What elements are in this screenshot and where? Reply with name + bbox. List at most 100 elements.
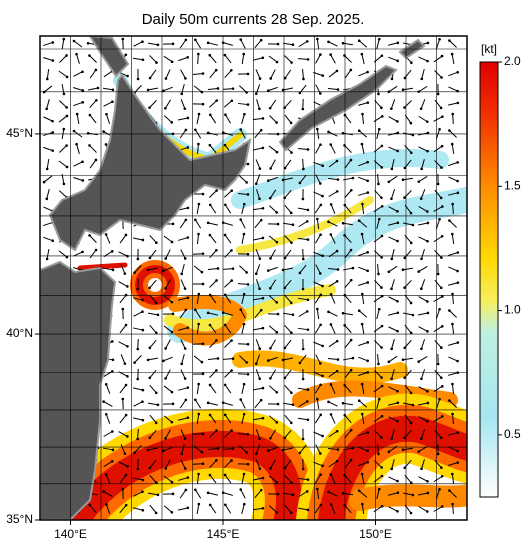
- arrow-head: [440, 346, 443, 349]
- arrow-head: [361, 203, 364, 206]
- arrow-head: [126, 375, 129, 378]
- arrow: [193, 254, 203, 255]
- arrow-head: [275, 121, 278, 124]
- arrow-head: [142, 389, 145, 392]
- arrow-head: [361, 233, 364, 236]
- arrow-head: [441, 415, 444, 418]
- arrow-head: [224, 324, 227, 327]
- arrow-head: [380, 166, 383, 169]
- arrow-head: [267, 449, 270, 452]
- arrow-head: [185, 219, 188, 222]
- arrow-head: [207, 492, 210, 495]
- arrow-head: [230, 429, 233, 432]
- colorbar-label: 1.0: [504, 303, 521, 317]
- arrow-head: [440, 256, 443, 259]
- arrow-head: [186, 146, 189, 149]
- arrow-head: [187, 507, 190, 510]
- arrow-head: [232, 447, 235, 450]
- arrow-head: [403, 436, 406, 439]
- arrow-head: [426, 120, 429, 123]
- arrow-head: [258, 467, 261, 470]
- arrow-head: [208, 54, 211, 57]
- arrow-head: [88, 144, 91, 147]
- arrow-head: [426, 330, 429, 333]
- arrow-head: [230, 279, 233, 282]
- arrow: [223, 269, 233, 270]
- arrow-head: [88, 234, 91, 237]
- arrow-head: [121, 488, 124, 491]
- arrow-head: [215, 189, 218, 192]
- arrow-head: [451, 503, 454, 506]
- arrow-head: [426, 480, 429, 483]
- arrow-head: [260, 219, 263, 222]
- arrow-head: [319, 272, 322, 275]
- arrow-head: [420, 467, 423, 470]
- arrow-head: [197, 383, 200, 386]
- arrow-head: [330, 473, 333, 476]
- arrow-head: [209, 114, 212, 117]
- arrow-head: [397, 491, 400, 494]
- arrow-head: [259, 167, 262, 170]
- arrow-head: [448, 129, 451, 132]
- arrow-head: [440, 376, 443, 379]
- arrow-head: [390, 107, 393, 110]
- arrow-head: [321, 195, 324, 198]
- arrow-head: [243, 413, 246, 416]
- arrow-head: [380, 466, 383, 469]
- arrow-head: [171, 241, 174, 244]
- lon-label: 150°E: [359, 527, 392, 541]
- arrow-head: [381, 475, 384, 478]
- arrow-head: [155, 422, 158, 425]
- arrow-head: [269, 437, 272, 440]
- lat-label: 35°N: [6, 512, 33, 526]
- arrow-head: [184, 287, 187, 290]
- arrow-head: [381, 415, 384, 418]
- arrow-head: [269, 347, 272, 350]
- arrow-head: [165, 77, 168, 80]
- arrow-head: [456, 341, 459, 344]
- arrow-head: [337, 448, 340, 451]
- arrow-head: [194, 128, 197, 131]
- arrow-head: [336, 280, 339, 283]
- arrow-head: [330, 203, 333, 206]
- arrow-head: [102, 130, 105, 133]
- arrow-head: [184, 77, 187, 80]
- arrow-head: [352, 267, 355, 270]
- arrow-head: [350, 339, 353, 342]
- arrow-head: [380, 196, 383, 199]
- arrow-head: [51, 41, 54, 44]
- arrow-head: [260, 489, 263, 492]
- arrow-head: [438, 38, 441, 41]
- arrow-head: [125, 474, 128, 477]
- arrow-head: [262, 417, 265, 420]
- arrow-head: [126, 435, 129, 438]
- arrow-head: [124, 452, 127, 455]
- arrow-head: [202, 283, 205, 286]
- arrow-head: [361, 293, 364, 296]
- arrow-head: [457, 431, 460, 434]
- arrow-head: [217, 267, 220, 270]
- arrow-head: [105, 413, 108, 416]
- arrow-head: [269, 287, 272, 290]
- arrow-head: [321, 74, 324, 77]
- arrow-head: [420, 377, 423, 380]
- arrow-head: [194, 488, 197, 491]
- arrow-head: [350, 69, 353, 72]
- arrow-head: [343, 324, 346, 327]
- arrow-head: [350, 369, 353, 372]
- arrow-head: [209, 414, 212, 417]
- arrow-head: [260, 309, 263, 312]
- arrow-head: [197, 143, 200, 146]
- arrow-head: [133, 271, 136, 274]
- arrow-head: [269, 257, 272, 260]
- arrow-head: [307, 328, 310, 331]
- arrow-head: [319, 294, 322, 297]
- arrow-head: [292, 43, 295, 46]
- arrow-head: [51, 149, 54, 152]
- arrow-head: [62, 128, 65, 131]
- arrow-head: [330, 383, 333, 386]
- arrow-head: [275, 421, 278, 424]
- arrow-head: [427, 312, 430, 315]
- arrow-head: [437, 453, 440, 456]
- arrow-head: [187, 117, 190, 120]
